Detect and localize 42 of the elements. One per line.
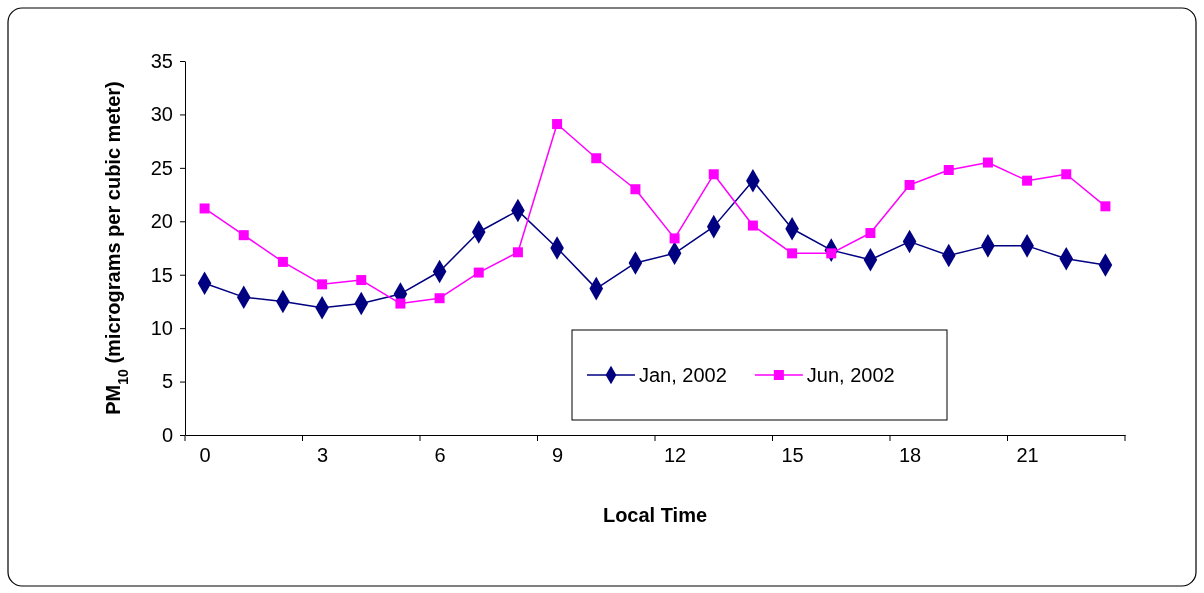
y-tick-label: 25 bbox=[150, 156, 173, 179]
x-tick-label: 6 bbox=[434, 444, 446, 466]
point bbox=[982, 157, 993, 168]
point bbox=[591, 153, 602, 164]
point bbox=[552, 119, 563, 130]
x-tick-label: 0 bbox=[199, 444, 211, 466]
x-tick-label: 21 bbox=[1016, 444, 1039, 466]
y-tick-label: 20 bbox=[150, 210, 173, 233]
point bbox=[865, 228, 876, 239]
point bbox=[434, 293, 445, 304]
y-tick-label: 15 bbox=[150, 263, 173, 286]
point bbox=[277, 256, 288, 267]
y-tick-label: 0 bbox=[161, 423, 173, 446]
x-tick-label: 15 bbox=[781, 444, 804, 466]
point bbox=[904, 179, 915, 190]
point bbox=[356, 275, 367, 286]
point bbox=[669, 233, 680, 244]
y-tick-label: 10 bbox=[150, 317, 173, 340]
point bbox=[1061, 169, 1072, 180]
x-tick-label: 9 bbox=[552, 444, 564, 466]
point bbox=[395, 298, 406, 309]
x-tick-label: 3 bbox=[317, 444, 329, 466]
point bbox=[1100, 201, 1111, 212]
x-axis-title: Local Time bbox=[602, 504, 708, 526]
point bbox=[317, 279, 328, 290]
y-tick-label: 30 bbox=[150, 103, 173, 126]
point bbox=[512, 247, 523, 258]
point bbox=[473, 267, 484, 278]
point bbox=[238, 230, 249, 241]
point bbox=[630, 184, 641, 195]
legend-label: Jun, 2002 bbox=[806, 364, 895, 386]
x-tick-label: 12 bbox=[663, 444, 687, 466]
point bbox=[199, 203, 210, 214]
point bbox=[708, 169, 719, 180]
y-tick-label: 35 bbox=[150, 49, 173, 72]
point bbox=[787, 248, 798, 259]
point bbox=[943, 164, 954, 175]
legend-label: Jan, 2002 bbox=[639, 364, 727, 386]
point bbox=[747, 220, 758, 231]
y-tick-label: 5 bbox=[161, 370, 173, 393]
x-tick-label: 18 bbox=[898, 444, 922, 466]
point bbox=[1022, 175, 1033, 186]
